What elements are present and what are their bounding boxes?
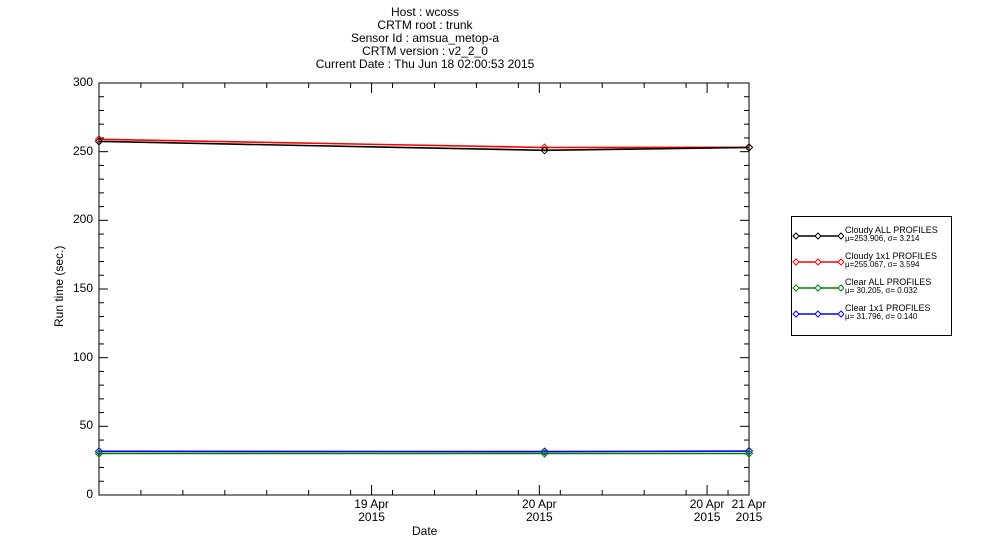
data-point — [744, 143, 754, 152]
legend-stats: μ=253.906, σ= 3.214 — [845, 234, 920, 243]
legend-swatch — [792, 258, 844, 266]
x-axis-label: Date — [412, 524, 438, 538]
data-point — [540, 146, 549, 155]
legend-marker — [792, 232, 800, 240]
data-point — [94, 137, 104, 146]
legend-marker — [837, 232, 844, 240]
legend-swatch — [792, 284, 844, 292]
y-tick-label: 250 — [72, 143, 93, 158]
series-group — [94, 135, 754, 458]
series-line — [98, 450, 750, 453]
legend-marker — [792, 284, 800, 292]
header-host: Host : wcoss — [390, 5, 459, 19]
y-tick-label: 150 — [72, 281, 93, 295]
legend-label: Clear 1x1 PROFILES — [845, 303, 931, 313]
x-tick-label-day: 20 Apr — [689, 497, 725, 511]
legend-marker — [792, 310, 800, 318]
legend-item: Cloudy ALL PROFILES μ=253.906, σ= 3.214 — [792, 225, 951, 251]
x-tick-label: 20 Apr 2015 — [509, 498, 569, 524]
x-tick-label-year: 2015 — [358, 510, 385, 524]
y-tick-label: 50 — [79, 418, 93, 433]
legend: Cloudy ALL PROFILES μ=253.906, σ= 3.214 Cl… — [791, 216, 952, 336]
legend-stats: μ= 30.205, σ= 0.032 — [845, 286, 918, 295]
legend-label: Clear ALL PROFILES — [845, 277, 932, 287]
legend-item: Clear ALL PROFILES μ= 30.205, σ= 0.032 — [792, 277, 951, 303]
series-line — [98, 140, 750, 152]
x-tick-label-year: 2015 — [735, 510, 763, 524]
data-point — [94, 447, 104, 456]
legend-label: Cloudy 1x1 PROFILES — [845, 251, 938, 261]
x-tick-label-year: 2015 — [693, 510, 721, 524]
legend-item: Cloudy 1x1 PROFILES μ=255.067, σ= 3.594 — [792, 251, 951, 277]
legend-stats: μ=255.067, σ= 3.594 — [845, 260, 920, 269]
x-tick-label: 20 Apr 2015 — [677, 498, 737, 524]
y-tick-label: 100 — [72, 349, 93, 364]
x-tick-label: 19 Apr 2015 — [342, 498, 402, 524]
legend-stats: μ= 31.796, σ= 0.140 — [845, 312, 918, 321]
x-tick-label: 21 Apr 2015 — [719, 498, 779, 524]
x-tick-label-year: 2015 — [525, 510, 553, 524]
series-2 — [94, 449, 754, 458]
data-point — [94, 135, 104, 144]
series-3 — [94, 446, 754, 456]
x-axis-ticks — [98, 83, 750, 495]
legend-swatch — [792, 310, 844, 318]
legend-swatch — [792, 232, 844, 240]
data-point — [540, 449, 549, 458]
data-point — [744, 446, 754, 456]
header-current-date: Current Date : Thu Jun 18 02:00:53 2015 — [315, 57, 535, 71]
legend-marker — [814, 284, 822, 292]
data-point — [94, 449, 104, 458]
legend-marker — [814, 258, 822, 266]
legend-marker — [814, 232, 822, 240]
legend-marker — [837, 258, 844, 266]
legend-item: Clear 1x1 PROFILES μ= 31.796, σ= 0.140 — [792, 303, 951, 329]
legend-marker — [792, 258, 800, 266]
series-0 — [94, 137, 754, 155]
y-axis-label: Run time (sec.) — [52, 245, 66, 327]
x-tick-label-day: 20 Apr — [521, 497, 557, 511]
x-tick-label-day: 21 Apr — [731, 497, 767, 511]
legend-marker — [837, 284, 844, 292]
legend-marker — [814, 310, 822, 318]
legend-label: Cloudy ALL PROFILES — [845, 225, 938, 235]
y-tick-label: 0 — [86, 487, 93, 501]
data-point — [540, 447, 549, 456]
header-crtm-root: CRTM root : trunk — [377, 18, 473, 32]
header-sensor-id: Sensor Id : amsua_metop-a — [350, 31, 500, 45]
legend-marker — [837, 310, 844, 318]
header-crtm-version: CRTM version : v2_2_0 — [362, 44, 488, 58]
data-point — [744, 449, 754, 458]
y-axis-ticks — [99, 82, 749, 496]
y-tick-label: 300 — [72, 75, 93, 89]
y-tick-label: 200 — [72, 212, 93, 227]
x-tick-label-day: 19 Apr — [354, 497, 389, 511]
